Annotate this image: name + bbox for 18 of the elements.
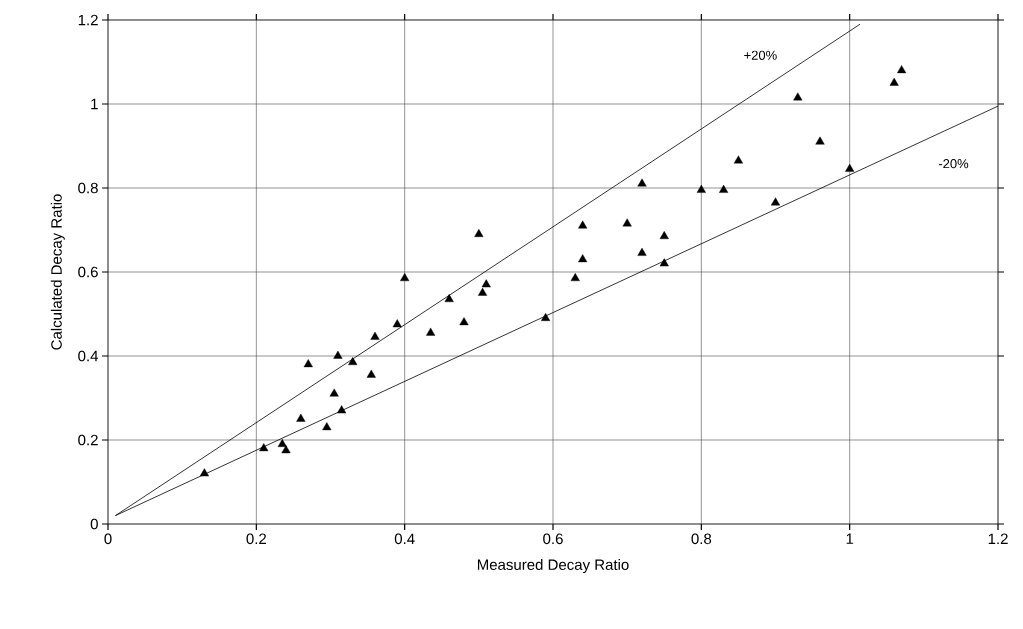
- y-tick-label: 0.4: [78, 350, 99, 362]
- x-tick-label: 0.6: [543, 533, 563, 545]
- x-tick-label: 0.4: [394, 533, 415, 545]
- x-tick-label: 1.2: [988, 533, 1008, 544]
- y-tick-label: 1: [91, 98, 98, 110]
- x-tick-label: 0.2: [246, 533, 267, 545]
- x-axis-title: Measured Decay Ratio: [477, 558, 629, 573]
- y-tick-label: 0.6: [78, 266, 98, 278]
- x-tick-label: 0: [104, 533, 112, 545]
- annotation: -20%: [938, 159, 969, 169]
- y-tick-label: 0.8: [78, 182, 98, 194]
- annotation: +20%: [744, 50, 777, 60]
- x-tick-label: 1: [846, 533, 854, 544]
- x-tick-label: 0.8: [691, 533, 712, 545]
- y-tick-label: 0.2: [78, 434, 98, 446]
- y-axis-title: Calculated Decay Ratio: [50, 194, 65, 350]
- y-tick-label: 0: [90, 518, 98, 530]
- y-tick-label: 1.2: [78, 14, 98, 26]
